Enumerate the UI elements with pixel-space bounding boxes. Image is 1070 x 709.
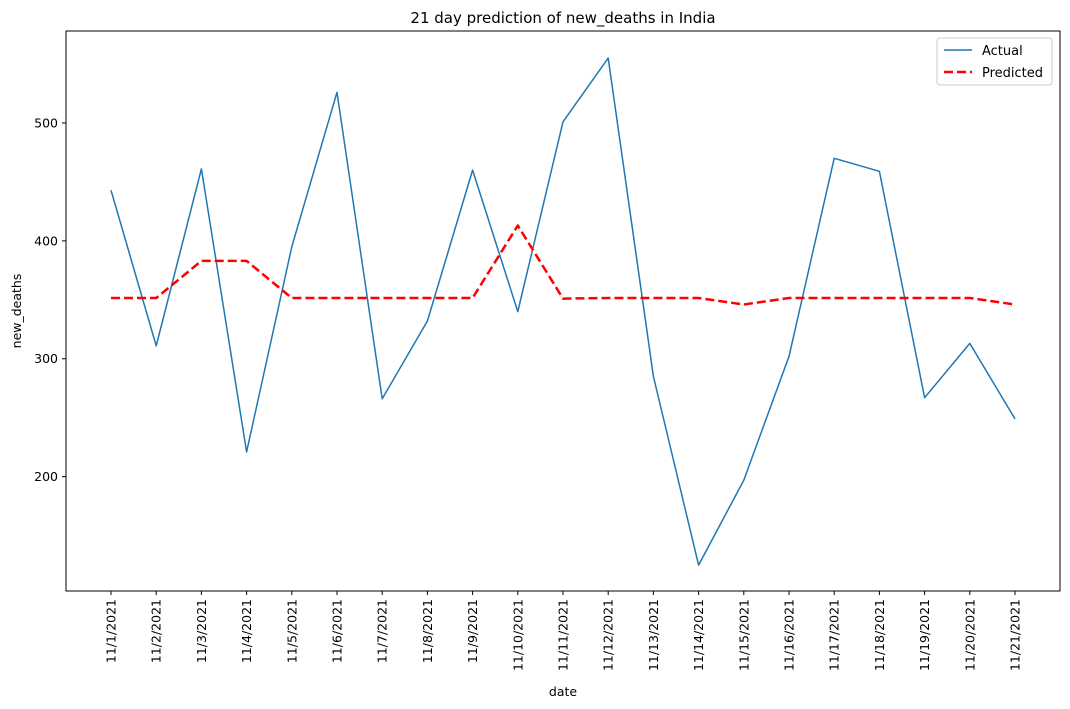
y-tick-label: 400 (34, 233, 58, 248)
x-tick-label: 11/21/2021 (1008, 599, 1023, 671)
x-tick-label: 11/11/2021 (556, 599, 571, 671)
x-tick-label: 11/7/2021 (375, 599, 390, 663)
legend-label-predicted: Predicted (982, 66, 1043, 81)
y-tick-label: 300 (34, 351, 58, 366)
y-axis: 200 300 400 500 (34, 115, 66, 484)
legend: Actual Predicted (936, 37, 1053, 86)
x-tick-label: 11/19/2021 (917, 599, 932, 671)
x-tick-label: 11/3/2021 (194, 599, 209, 663)
series-line-actual (110, 57, 1016, 566)
x-tick-label: 11/15/2021 (736, 599, 751, 671)
series-layer (110, 57, 1016, 566)
y-tick-label: 200 (34, 469, 58, 484)
x-tick-label: 11/1/2021 (104, 599, 119, 663)
x-tick-label: 11/18/2021 (872, 599, 887, 671)
x-tick-label: 11/6/2021 (330, 599, 345, 663)
x-tick-label: 11/9/2021 (465, 599, 480, 663)
x-tick-label: 11/13/2021 (646, 599, 661, 671)
x-tick-label: 11/12/2021 (601, 599, 616, 671)
x-tick-label: 11/16/2021 (782, 599, 797, 671)
y-axis-title: new_deaths (9, 274, 24, 349)
x-tick-label: 11/5/2021 (284, 599, 299, 663)
x-tick-label: 11/10/2021 (510, 599, 525, 671)
x-tick-label: 11/17/2021 (827, 599, 842, 671)
x-axis: 11/1/2021 11/2/2021 11/3/2021 11/4/2021 11/5… (104, 591, 1023, 671)
series-line-predicted (111, 224, 1016, 306)
x-axis-title: date (549, 684, 577, 699)
chart-title: 21 day prediction of new_deaths in India (410, 9, 715, 28)
x-tick-label: 11/20/2021 (962, 599, 977, 671)
legend-label-actual: Actual (982, 44, 1023, 59)
x-tick-label: 11/8/2021 (420, 599, 435, 663)
x-tick-label: 11/14/2021 (691, 599, 706, 671)
x-tick-label: 11/4/2021 (239, 599, 254, 663)
y-tick-label: 500 (34, 115, 58, 130)
x-tick-label: 11/2/2021 (149, 599, 164, 663)
